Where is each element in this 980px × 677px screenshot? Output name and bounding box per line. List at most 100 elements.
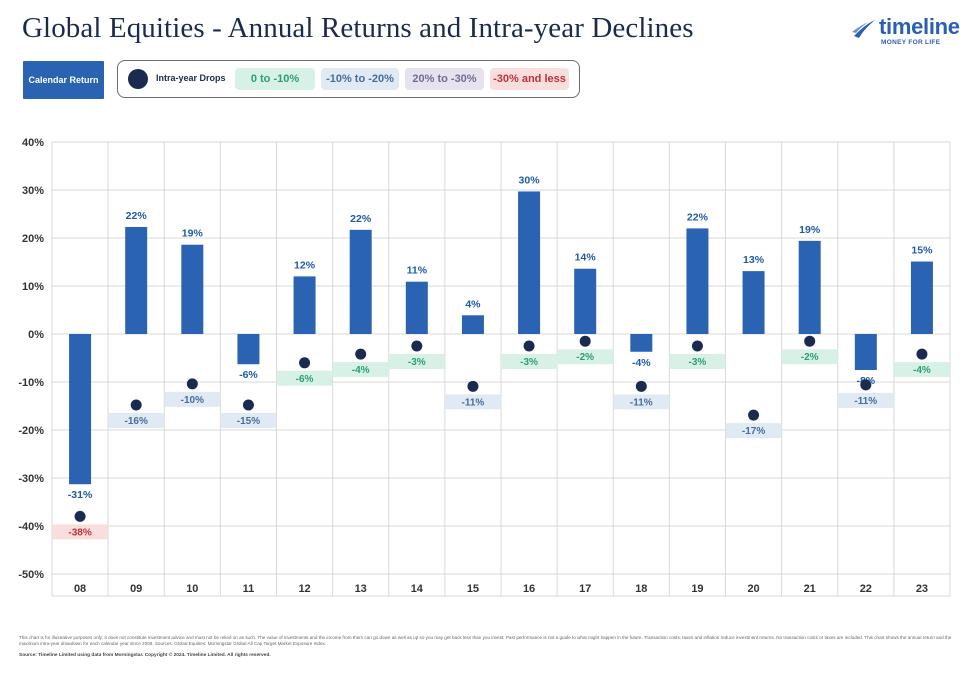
drop-chip bbox=[781, 349, 838, 365]
x-tick-label: 13 bbox=[355, 583, 367, 595]
drop-label: -6% bbox=[296, 374, 314, 385]
calendar-return-legend: Calendar Return bbox=[23, 61, 104, 99]
drop-chip bbox=[444, 394, 501, 410]
drop-label: -3% bbox=[408, 357, 426, 368]
drop-label: -3% bbox=[520, 357, 538, 368]
x-tick-label: 11 bbox=[243, 583, 255, 595]
return-bar bbox=[742, 271, 765, 334]
legend-range-10-to-20: -10% to -20% bbox=[321, 68, 399, 90]
return-label: -6% bbox=[239, 369, 258, 381]
drop-label: -38% bbox=[68, 527, 91, 538]
intra-year-legend: Intra-year Drops 0 to -10% -10% to -20% … bbox=[117, 60, 580, 98]
y-tick-label: -30% bbox=[18, 473, 44, 485]
legend-range-20-to-30: 20% to -30% bbox=[405, 68, 484, 90]
return-bar bbox=[405, 281, 428, 334]
drop-dot bbox=[635, 380, 647, 392]
drop-dot bbox=[74, 510, 86, 522]
y-tick-label: -50% bbox=[18, 569, 44, 581]
brand-tagline: MONEY FOR LIFE bbox=[881, 39, 941, 46]
y-tick-label: -40% bbox=[18, 521, 44, 533]
drop-chip bbox=[501, 354, 558, 369]
drop-dot bbox=[579, 335, 591, 347]
drop-label: -2% bbox=[801, 352, 819, 363]
drop-chip bbox=[276, 370, 333, 386]
return-bar bbox=[293, 276, 316, 334]
drop-dot bbox=[860, 379, 872, 391]
drop-dot bbox=[523, 340, 535, 352]
legend-range-30-and-less: -30% and less bbox=[490, 68, 569, 90]
brand-name: timeline bbox=[879, 14, 960, 39]
x-tick-label: 10 bbox=[186, 583, 198, 595]
page-title: Global Equities - Annual Returns and Int… bbox=[22, 12, 694, 44]
x-tick-label: 09 bbox=[130, 583, 142, 595]
drop-chip bbox=[332, 362, 389, 378]
return-bar bbox=[686, 228, 709, 334]
source-note: Source: Timeline Limited using data from… bbox=[19, 653, 271, 658]
drop-dot bbox=[186, 378, 198, 390]
drop-label: -11% bbox=[630, 397, 653, 408]
return-bar bbox=[125, 226, 148, 334]
drop-chip bbox=[164, 391, 221, 407]
drop-chip bbox=[108, 413, 165, 429]
drop-label: -11% bbox=[462, 397, 485, 408]
return-label: 19% bbox=[182, 228, 204, 240]
drop-dot bbox=[804, 335, 816, 347]
drop-dot bbox=[691, 340, 703, 352]
return-label: 15% bbox=[911, 245, 933, 257]
return-bar bbox=[910, 261, 933, 334]
x-tick-label: 16 bbox=[523, 583, 535, 595]
return-label: 22% bbox=[687, 211, 709, 223]
x-tick-label: 19 bbox=[691, 583, 703, 595]
return-bar bbox=[69, 334, 92, 485]
drop-label: -11% bbox=[854, 396, 877, 407]
x-tick-label: 12 bbox=[298, 583, 310, 595]
return-bar bbox=[181, 244, 204, 334]
return-label: -31% bbox=[68, 489, 93, 501]
x-tick-label: 14 bbox=[411, 583, 424, 595]
return-bar bbox=[574, 268, 597, 334]
drop-label: -16% bbox=[125, 416, 148, 427]
drop-dot bbox=[242, 399, 254, 411]
drop-dot bbox=[130, 399, 142, 411]
y-tick-label: -20% bbox=[18, 425, 44, 437]
x-tick-label: 20 bbox=[747, 583, 759, 595]
drop-dot bbox=[748, 409, 760, 421]
return-label: 12% bbox=[294, 259, 316, 271]
x-tick-label: 23 bbox=[916, 583, 928, 595]
drop-dot bbox=[916, 348, 928, 360]
x-tick-label: 15 bbox=[467, 583, 479, 595]
y-tick-label: -10% bbox=[18, 377, 44, 389]
return-bar bbox=[854, 334, 877, 370]
drop-chip bbox=[613, 394, 670, 410]
drop-dot bbox=[467, 380, 479, 392]
y-tick-label: 30% bbox=[22, 185, 44, 197]
drop-label: -3% bbox=[689, 357, 707, 368]
footnote: This chart is for illustrative purposes … bbox=[19, 635, 952, 646]
return-label: 22% bbox=[350, 213, 372, 225]
brand-logo: timeline MONEY FOR LIFE bbox=[852, 14, 970, 50]
return-bar bbox=[798, 240, 821, 334]
return-bar bbox=[518, 191, 541, 334]
return-label: 19% bbox=[799, 224, 821, 236]
drop-label: -15% bbox=[237, 416, 260, 427]
return-label: 11% bbox=[407, 265, 428, 277]
legend-range-0-to-10: 0 to -10% bbox=[235, 68, 315, 90]
x-tick-label: 21 bbox=[804, 583, 816, 595]
return-bar bbox=[237, 334, 260, 365]
drop-chip bbox=[220, 413, 277, 429]
drop-label: -2% bbox=[576, 352, 594, 363]
return-bar bbox=[349, 229, 372, 334]
return-label: 22% bbox=[126, 210, 148, 222]
drop-chip bbox=[557, 349, 614, 365]
return-label: 13% bbox=[743, 254, 765, 266]
drop-chip bbox=[725, 423, 782, 439]
x-tick-label: 08 bbox=[74, 583, 86, 595]
drop-chip bbox=[669, 354, 726, 369]
drop-dot bbox=[299, 357, 311, 369]
return-label: 14% bbox=[575, 252, 597, 264]
y-tick-label: 20% bbox=[22, 233, 44, 245]
return-bar bbox=[461, 315, 484, 334]
swoosh-logo-icon bbox=[852, 20, 875, 38]
y-tick-label: 10% bbox=[22, 281, 44, 293]
